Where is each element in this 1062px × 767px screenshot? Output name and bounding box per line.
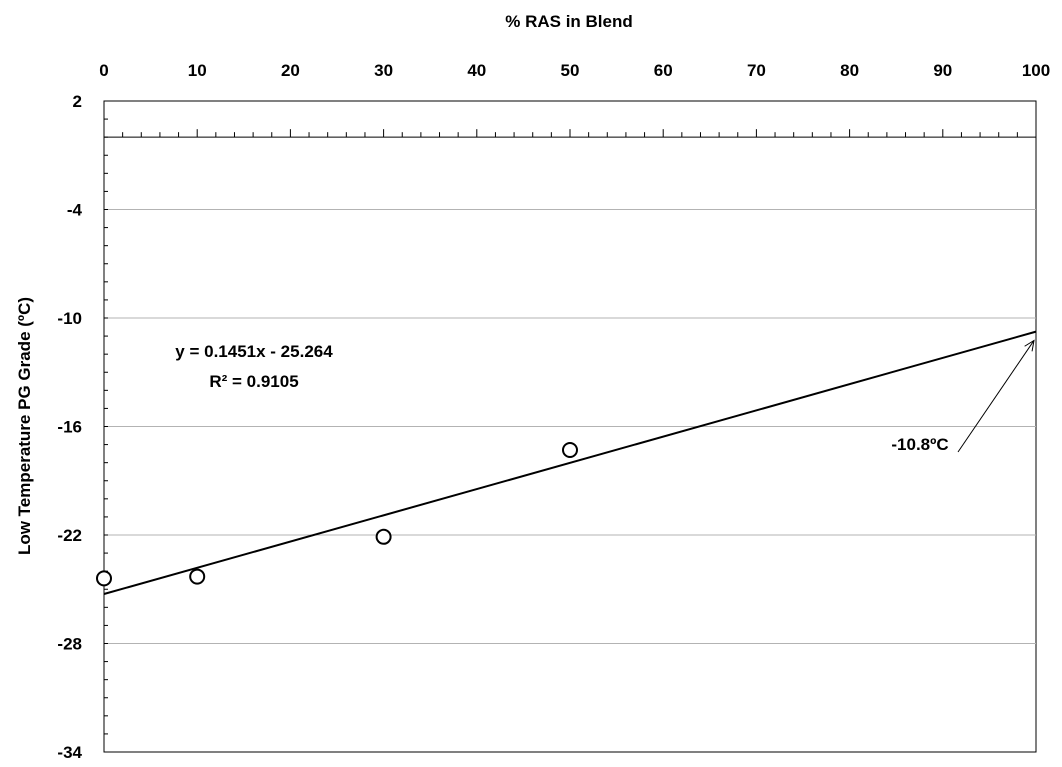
- x-tick-label: 40: [467, 61, 486, 80]
- data-point: [96, 570, 112, 587]
- data-point: [375, 528, 392, 545]
- x-tick-label: 30: [374, 61, 393, 80]
- x-tick-label: 10: [188, 61, 207, 80]
- y-axis-title: Low Temperature PG Grade (ºC): [15, 297, 34, 555]
- x-tick-label: 50: [561, 61, 580, 80]
- trendline: [103, 330, 1037, 595]
- y-tick-label: -16: [57, 418, 82, 437]
- y-tick-label: -22: [57, 526, 82, 545]
- x-tick-label: 90: [933, 61, 952, 80]
- annotation-arrow-head: [1024, 339, 1035, 352]
- x-tick-label: 100: [1022, 61, 1050, 80]
- x-tick-labels: 0 10 20 30 40 50 60 70 80 90 100: [99, 61, 1050, 80]
- data-points: [96, 442, 578, 587]
- y-tick-label: -34: [57, 743, 82, 762]
- y-tick-label: 2: [73, 92, 82, 111]
- grid-lines: [104, 209, 1036, 644]
- axes: [103, 100, 1037, 753]
- x-tick-label: 80: [840, 61, 859, 80]
- data-point: [189, 568, 206, 585]
- x-tick-label: 20: [281, 61, 300, 80]
- y-tick-labels: 2 -4 -10 -16 -22 -28 -34: [57, 92, 82, 762]
- y-tick-label: -4: [67, 201, 83, 220]
- x-axis-title: % RAS in Blend: [505, 12, 633, 31]
- annotation-arrow-line: [957, 340, 1035, 453]
- trendline-layer: [103, 330, 1037, 595]
- r-squared-label: R² = 0.9105: [209, 372, 298, 391]
- data-point: [562, 442, 578, 459]
- y-tick-label: -28: [57, 635, 82, 654]
- trendline-equation: y = 0.1451x - 25.264: [175, 342, 333, 361]
- x-tick-label: 60: [654, 61, 673, 80]
- x-tick-label: 70: [747, 61, 766, 80]
- x-tick-label: 0: [99, 61, 108, 80]
- endpoint-annotation-label: -10.8ºC: [891, 435, 948, 454]
- annotations: [957, 339, 1035, 453]
- y-tick-label: -10: [57, 309, 82, 328]
